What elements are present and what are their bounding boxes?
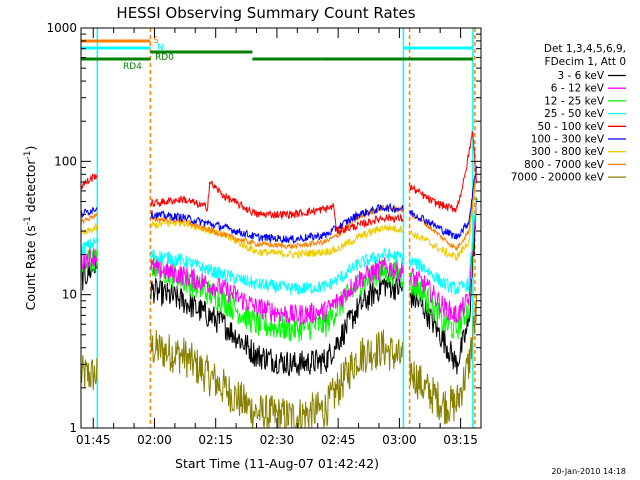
- x-tick-label: 02:30: [260, 433, 295, 447]
- legend-header: Det 1,3,4,5,6,9,: [544, 43, 626, 55]
- legend: Det 1,3,4,5,6,9,FDecim 1, Att 0 3 - 6 keV…: [511, 43, 626, 184]
- x-axis-label: Start Time (11-Aug-07 01:42:42): [175, 456, 379, 471]
- legend-header: FDecim 1, Att 0: [545, 56, 626, 68]
- x-tick-label: 03:00: [382, 433, 417, 447]
- x-tick-label: 03:15: [443, 433, 478, 447]
- x-tick-label: 01:45: [76, 433, 111, 447]
- legend-label: 800 - 7000 keV: [524, 159, 605, 171]
- flag-label: RD0: [155, 53, 174, 63]
- legend-label: 6 - 12 keV: [551, 83, 605, 95]
- legend-label: 300 - 800 keV: [531, 146, 605, 158]
- flag-label: S: [153, 36, 159, 46]
- y-axis-label-sup: -1: [23, 151, 33, 160]
- y-axis-label-part: ): [23, 146, 38, 151]
- y-axis-label: Count Rate (s-1 detector-1): [23, 146, 38, 311]
- legend-label: 3 - 6 keV: [557, 70, 604, 82]
- plot-frame: [80, 27, 482, 429]
- series-line: [81, 131, 477, 236]
- series-lines: [81, 131, 477, 428]
- y-tick-label: 10: [62, 288, 77, 302]
- flag-label: N: [157, 43, 164, 53]
- series-line: [81, 199, 477, 296]
- x-tick-label: 02:00: [137, 433, 172, 447]
- legend-label: 12 - 25 keV: [544, 95, 605, 107]
- chart-title: HESSI Observing Summary Count Rates: [116, 4, 415, 22]
- legend-label: 7000 - 20000 keV: [511, 172, 605, 184]
- y-tick-label: 1: [69, 421, 77, 435]
- axis-ticks: 1 10 100 1000 01:45 02:00 02:15 02:30 02:45 03:00…: [46, 21, 482, 447]
- flag-label: RD4: [123, 62, 142, 72]
- legend-label: 100 - 300 keV: [531, 134, 605, 146]
- y-axis-label-part: Count Rate (s: [23, 225, 38, 310]
- y-axis-label-sup: -1: [23, 216, 33, 225]
- legend-label: 50 - 100 keV: [537, 121, 604, 133]
- timestamp-footer: 20-Jan-2010 14:18: [551, 467, 626, 476]
- x-tick-label: 02:45: [321, 433, 356, 447]
- legend-label: 25 - 50 keV: [544, 108, 605, 120]
- series-line: [81, 179, 477, 261]
- series-line: [81, 202, 477, 325]
- y-axis-label-part: detector: [23, 159, 38, 217]
- y-tick-label: 1000: [46, 21, 77, 35]
- x-tick-label: 02:15: [198, 433, 233, 447]
- series-line: [81, 294, 477, 428]
- y-tick-label: 100: [54, 154, 77, 168]
